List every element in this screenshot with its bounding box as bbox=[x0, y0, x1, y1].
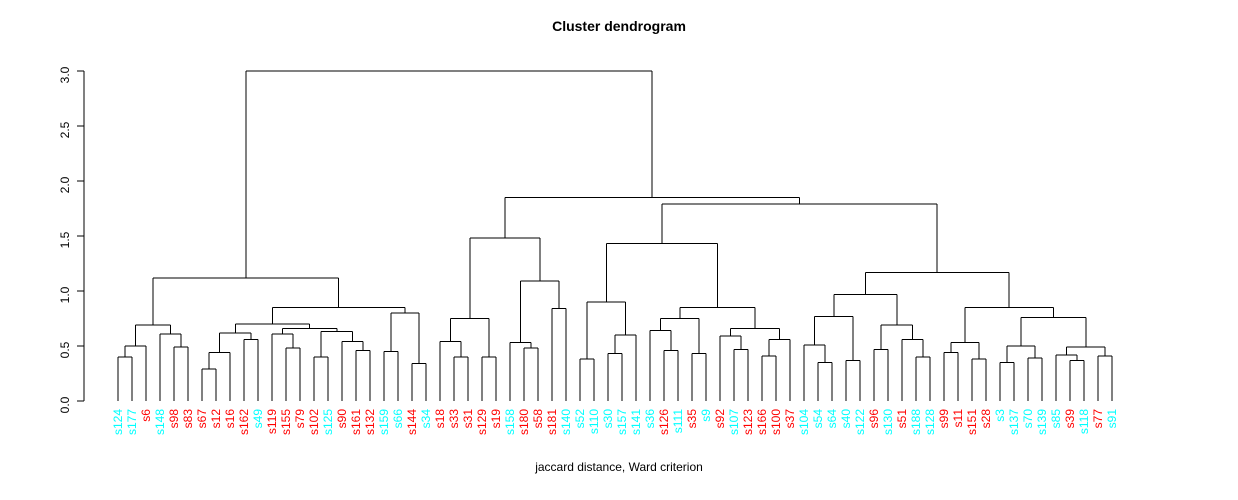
leaf-label: s124 bbox=[111, 409, 125, 435]
leaf-label: s58 bbox=[531, 409, 545, 429]
leaf-label: s49 bbox=[251, 409, 265, 429]
leaf-label: s64 bbox=[825, 409, 839, 429]
leaf-label: s155 bbox=[279, 409, 293, 435]
leaf-label: s110 bbox=[587, 409, 601, 434]
leaf-label: s77 bbox=[1091, 409, 1105, 429]
y-axis: 0.0 0.5 1.0 1.5 2.0 2.5 3.0 bbox=[58, 66, 85, 413]
leaf-label: s104 bbox=[797, 409, 811, 435]
leaf-label: s54 bbox=[811, 409, 825, 429]
leaf-label: s96 bbox=[867, 409, 881, 429]
leaf-label: s36 bbox=[643, 409, 657, 429]
leaf-label: s102 bbox=[307, 409, 321, 435]
leaf-label: s140 bbox=[559, 409, 573, 435]
y-tick-label: 0.5 bbox=[58, 341, 72, 358]
y-tick-label: 3.0 bbox=[58, 66, 72, 83]
y-tick-label: 1.5 bbox=[58, 231, 72, 248]
leaf-label: s28 bbox=[979, 409, 993, 429]
leaf-label: s67 bbox=[195, 409, 209, 429]
leaf-label: s92 bbox=[713, 409, 727, 429]
leaf-label: s70 bbox=[1021, 409, 1035, 429]
y-tick-label: 0.0 bbox=[58, 396, 72, 413]
leaf-label: s162 bbox=[237, 409, 251, 435]
leaf-label: s118 bbox=[1077, 409, 1091, 434]
leaf-label: s3 bbox=[993, 409, 1007, 422]
leaf-label: s12 bbox=[209, 409, 223, 429]
leaf-label: s177 bbox=[125, 409, 139, 435]
leaf-label: s66 bbox=[391, 409, 405, 429]
leaf-label: s9 bbox=[699, 409, 713, 422]
leaf-label: s137 bbox=[1007, 409, 1021, 435]
leaf-label: s129 bbox=[475, 409, 489, 435]
leaf-label: s52 bbox=[573, 409, 587, 429]
leaf-label: s91 bbox=[1105, 409, 1119, 429]
leaf-label: s79 bbox=[293, 409, 307, 429]
leaf-label: s40 bbox=[839, 409, 853, 429]
leaf-label: s30 bbox=[601, 409, 615, 429]
dendrogram-lines bbox=[117, 70, 1113, 401]
leaf-label: s18 bbox=[433, 409, 447, 429]
leaf-label: s148 bbox=[153, 409, 167, 435]
leaf-label: s85 bbox=[1049, 409, 1063, 429]
leaf-label: s107 bbox=[727, 409, 741, 435]
x-axis-caption: jaccard distance, Ward criterion bbox=[535, 460, 703, 474]
leaf-label: s161 bbox=[349, 409, 363, 435]
leaf-label: s31 bbox=[461, 409, 475, 429]
leaf-label: s11 bbox=[951, 409, 965, 428]
leaf-label: s125 bbox=[321, 409, 335, 435]
leaf-label: s39 bbox=[1063, 409, 1077, 429]
leaf-label: s99 bbox=[937, 409, 951, 429]
leaf-label: s51 bbox=[895, 409, 909, 429]
leaf-label: s130 bbox=[881, 409, 895, 435]
leaf-label: s6 bbox=[139, 409, 153, 422]
leaf-label: s33 bbox=[447, 409, 461, 429]
leaf-label: s37 bbox=[783, 409, 797, 429]
leaf-label: s123 bbox=[741, 409, 755, 435]
y-tick-label: 2.5 bbox=[58, 121, 72, 138]
leaf-label: s139 bbox=[1035, 409, 1049, 435]
leaf-label: s180 bbox=[517, 409, 531, 435]
leaf-label: s90 bbox=[335, 409, 349, 429]
leaf-label: s126 bbox=[657, 409, 671, 435]
leaf-label: s98 bbox=[167, 409, 181, 429]
leaf-labels: s124 s177 s6 s148 s98 s83 s67 s12 s16 s162 s49 s119… bbox=[111, 409, 1119, 435]
leaf-label: s16 bbox=[223, 409, 237, 429]
leaf-label: s119 bbox=[265, 409, 279, 434]
leaf-label: s144 bbox=[405, 409, 419, 435]
leaf-label: s166 bbox=[755, 409, 769, 435]
leaf-label: s159 bbox=[377, 409, 391, 435]
leaf-label: s141 bbox=[629, 409, 643, 435]
leaf-label: s188 bbox=[909, 409, 923, 435]
leaf-label: s83 bbox=[181, 409, 195, 429]
leaf-label: s181 bbox=[545, 409, 559, 435]
leaf-label: s34 bbox=[419, 409, 433, 429]
y-tick-label: 1.0 bbox=[58, 286, 72, 303]
leaf-label: s158 bbox=[503, 409, 517, 435]
plot-title: Cluster dendrogram bbox=[552, 18, 686, 34]
leaf-label: s19 bbox=[489, 409, 503, 429]
leaf-label: s132 bbox=[363, 409, 377, 435]
leaf-label: s122 bbox=[853, 409, 867, 435]
leaf-label: s100 bbox=[769, 409, 783, 435]
leaf-label: s128 bbox=[923, 409, 937, 435]
leaf-label: s35 bbox=[685, 409, 699, 429]
leaf-label: s157 bbox=[615, 409, 629, 435]
leaf-label: s151 bbox=[965, 409, 979, 435]
y-tick-label: 2.0 bbox=[58, 176, 72, 193]
leaf-label: s111 bbox=[671, 409, 685, 434]
